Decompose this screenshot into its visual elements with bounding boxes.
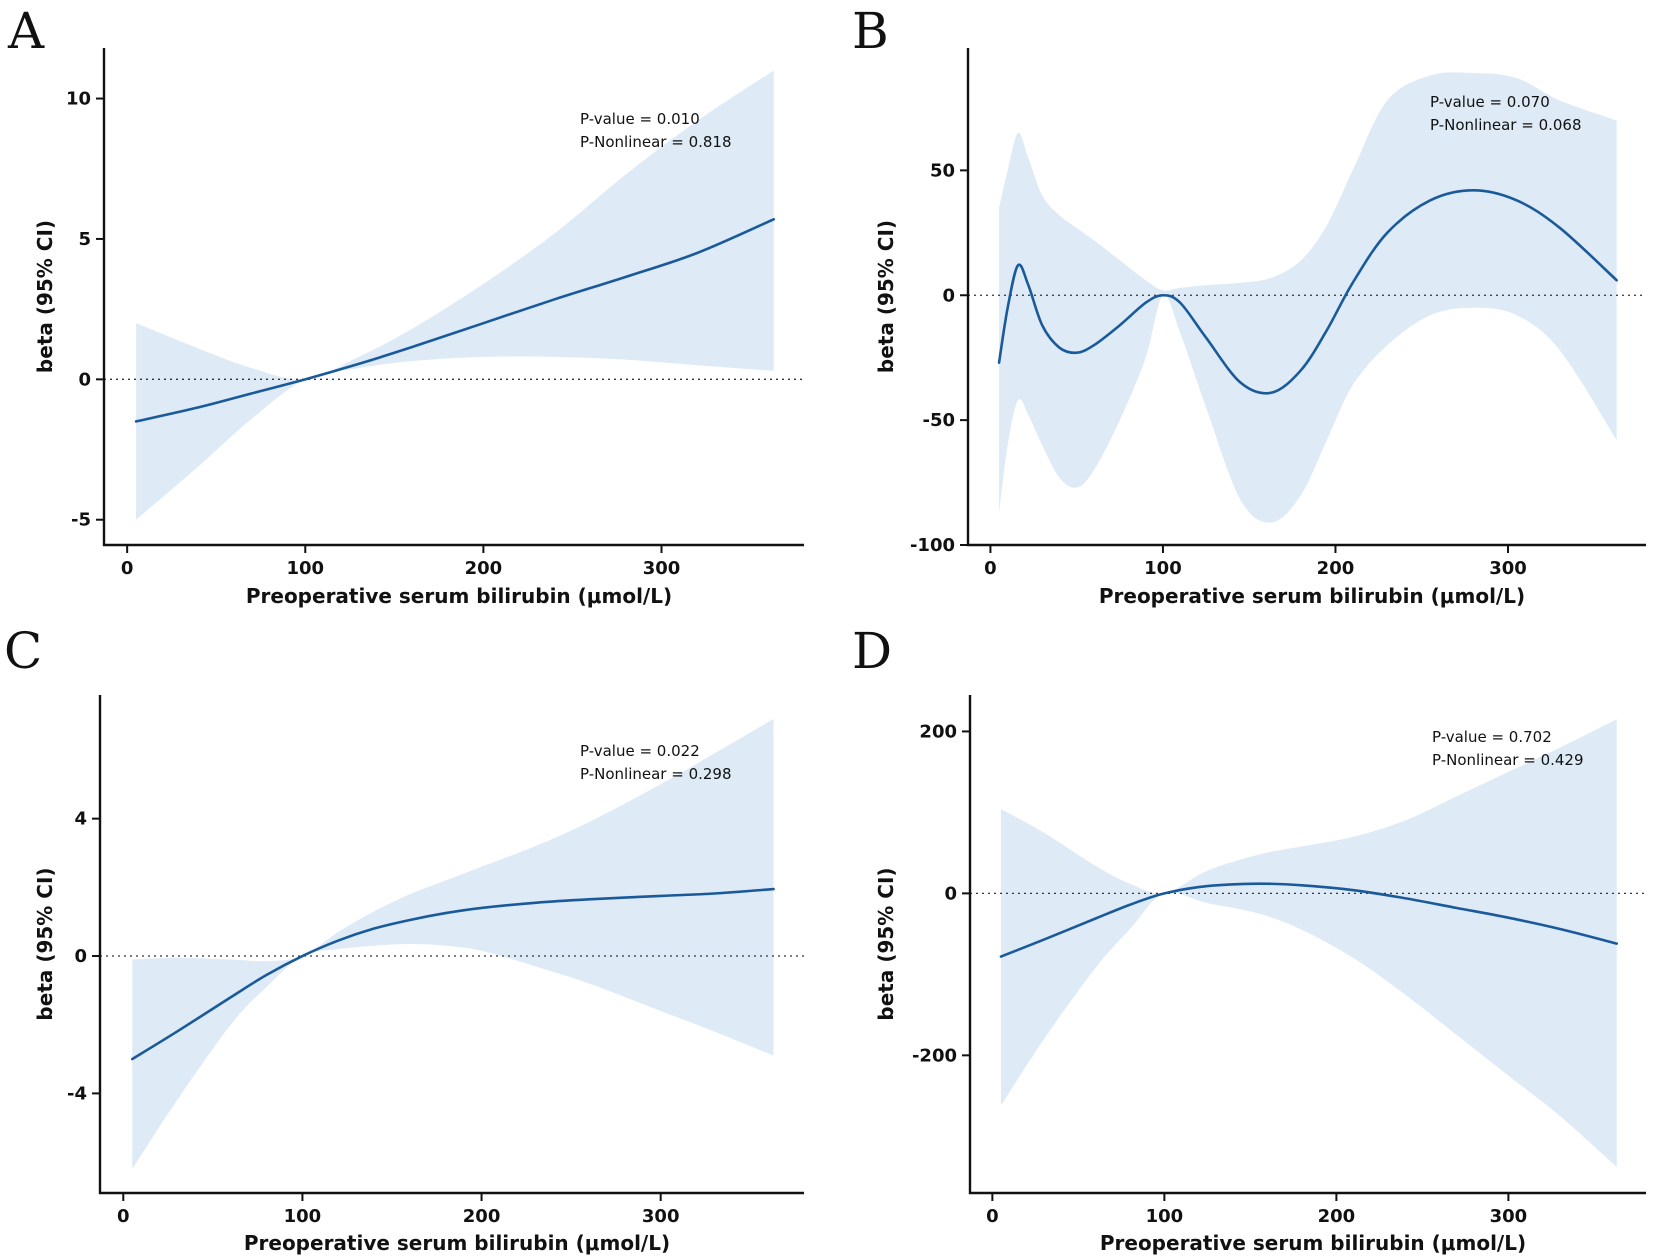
x-tick-label-c: 0 [117,1206,130,1227]
x-tick-label-c: 200 [463,1206,501,1227]
panel-c: C 0 100 200 300 4 0 -4 Preoperative serum biliru… [4,622,804,1255]
ci-band-b [999,72,1617,523]
fit-line-a [134,217,776,423]
x-tick-label-b: 300 [1489,558,1527,579]
x-tick-label-d: 100 [1146,1206,1184,1227]
panel-b: B 0 100 200 300 50 0 -50 -100 Preoperative serum … [852,2,1646,608]
y-tick-label-b: 50 [930,160,955,181]
x-tick-label-d: 0 [986,1206,999,1227]
y-tick-label-c: 4 [74,809,87,830]
y-tick-label-a: 10 [66,89,91,110]
x-axis-title-b: Preoperative serum bilirubin (μmol/L) [1099,584,1525,608]
panel-letter-b: B [852,2,889,60]
x-tick-label-b: 0 [984,558,997,579]
y-tick-label-c: -4 [67,1083,87,1104]
panel-d: D 0 100 200 300 200 0 -200 Preoperative serum bi… [852,622,1646,1255]
panel-a: A 0 100 200 300 10 5 0 -5 Preoperative serum bili… [7,2,804,608]
y-axis-title-c: beta (95% CI) [33,867,57,1020]
y-tick-label-d: 200 [919,721,957,742]
ci-band-c [132,719,774,1169]
panel-letter-d: D [852,622,892,680]
p-nonlinear-b: P-Nonlinear = 0.068 [1430,116,1582,134]
p-value-c: P-value = 0.022 [580,742,700,760]
x-tick-label-a: 200 [465,558,503,579]
y-tick-label-b: -100 [910,535,955,556]
panel-letter-c: C [4,622,42,680]
axes-d [968,695,1646,1195]
y-tick-label-a: -5 [71,510,91,531]
p-nonlinear-d: P-Nonlinear = 0.429 [1432,751,1584,769]
y-tick-label-b: -50 [922,410,955,431]
x-tick-label-a: 300 [643,558,681,579]
y-axis-title-a: beta (95% CI) [33,220,57,373]
panel-letter-a: A [7,2,45,60]
x-axis-title-c: Preoperative serum bilirubin (μmol/L) [244,1231,670,1255]
x-tick-label-c: 100 [284,1206,322,1227]
x-tick-label-a: 100 [286,558,324,579]
y-tick-label-c: 0 [74,946,87,967]
ci-band-d [1000,719,1617,1168]
y-tick-label-b: 0 [942,285,955,306]
fit-line-c [130,887,775,1061]
p-nonlinear-c: P-Nonlinear = 0.298 [580,765,732,783]
p-value-a: P-value = 0.010 [580,110,700,128]
x-tick-label-b: 100 [1144,558,1182,579]
x-axis-title-a: Preoperative serum bilirubin (μmol/L) [246,584,672,608]
x-tick-label-a: 0 [121,558,134,579]
y-tick-label-a: 0 [78,369,91,390]
ci-band-a [136,70,774,520]
y-tick-label-a: 5 [78,229,91,250]
fit-line-b [997,189,1618,395]
y-axis-title-d: beta (95% CI) [874,867,898,1020]
x-tick-label-c: 300 [642,1206,680,1227]
axes-c [98,695,804,1195]
x-axis-title-d: Preoperative serum bilirubin (μmol/L) [1100,1231,1526,1255]
p-value-b: P-value = 0.070 [1430,93,1550,111]
fit-line-d [999,882,1619,958]
y-tick-label-d: -200 [912,1045,957,1066]
p-nonlinear-a: P-Nonlinear = 0.818 [580,133,732,151]
x-tick-label-d: 200 [1318,1206,1356,1227]
axes-a [102,48,804,547]
y-axis-title-b: beta (95% CI) [874,220,898,373]
p-value-d: P-value = 0.702 [1432,728,1552,746]
y-tick-label-d: 0 [944,883,957,904]
x-tick-label-d: 300 [1490,1206,1528,1227]
x-tick-label-b: 200 [1317,558,1355,579]
